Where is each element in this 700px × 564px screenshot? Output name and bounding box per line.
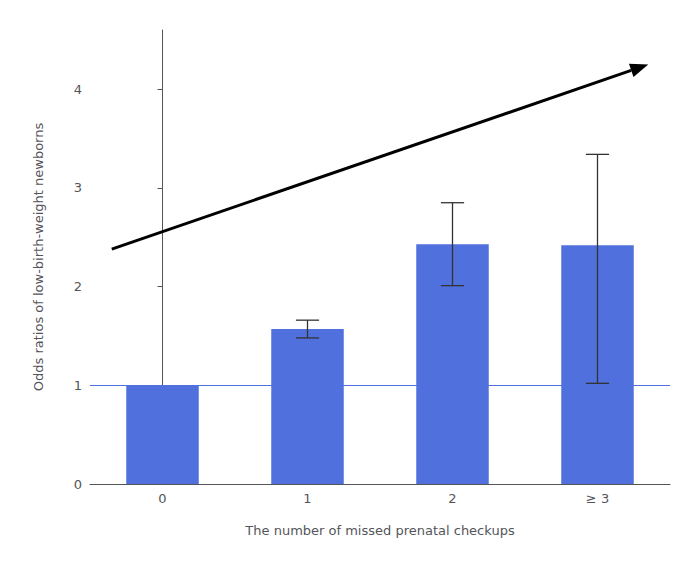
- svg-text:2: 2: [74, 279, 82, 294]
- svg-text:0: 0: [158, 491, 166, 506]
- svg-text:1: 1: [303, 491, 311, 506]
- svg-text:The number of missed prenatal: The number of missed prenatal checkups: [244, 523, 515, 538]
- svg-text:0: 0: [74, 477, 82, 492]
- svg-text:3: 3: [74, 180, 82, 195]
- svg-text:Odds ratios of low-birth-weigh: Odds ratios of low-birth-weight newborns: [31, 123, 46, 392]
- svg-text:2: 2: [448, 491, 456, 506]
- svg-text:1: 1: [74, 378, 82, 393]
- svg-text:4: 4: [74, 82, 82, 97]
- svg-text:≥ 3: ≥ 3: [586, 491, 609, 506]
